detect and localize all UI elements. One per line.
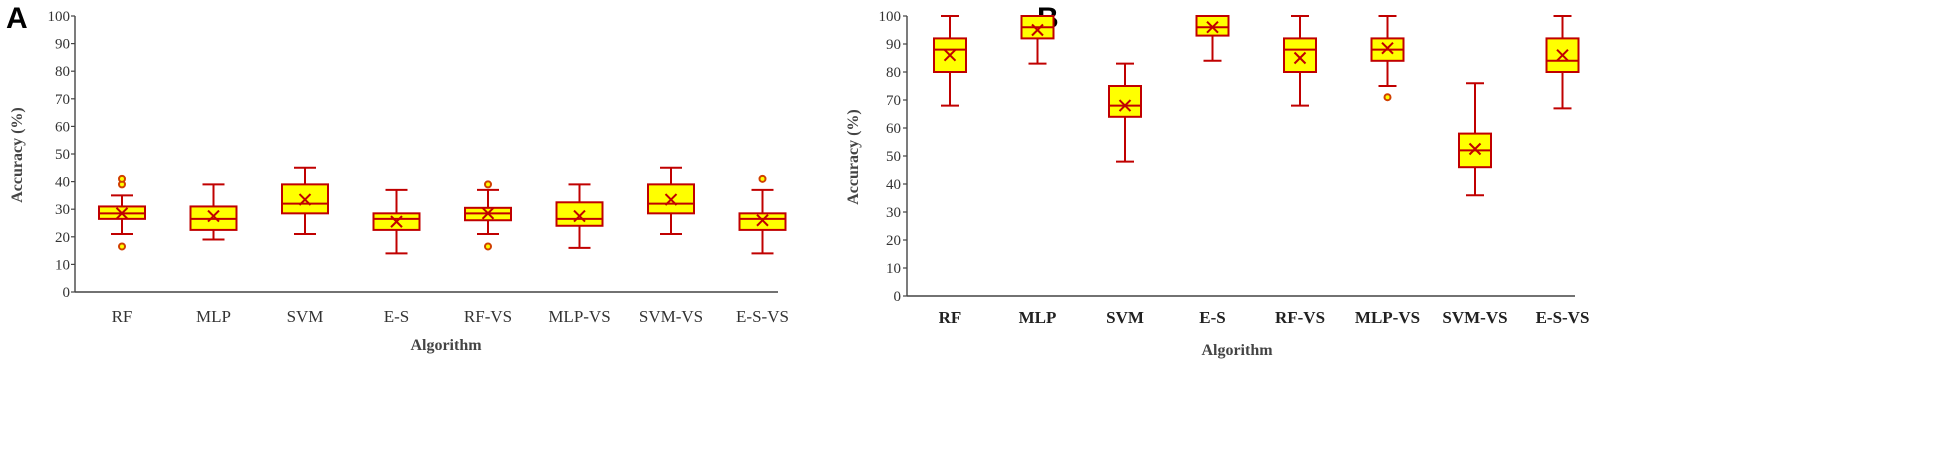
mean-marker [1381, 41, 1394, 55]
category-label-mlp: MLP [196, 307, 231, 326]
category-label-e-s-vs: E-S-VS [736, 307, 789, 326]
box-b-e-s-vs [1545, 15, 1580, 110]
box-b-mlp [1020, 15, 1055, 65]
box-b-e-s [1195, 15, 1230, 62]
y-tick-label: 70 [55, 92, 70, 108]
y-tick-label: 50 [55, 147, 70, 163]
iqr-box [281, 183, 329, 215]
mean-marker [298, 193, 312, 206]
mean-marker [481, 207, 495, 220]
y-tick-label: 0 [63, 285, 71, 301]
outlier-point [758, 174, 767, 183]
y-tick-label: 70 [886, 93, 901, 109]
category-label-rf: RF [112, 307, 133, 326]
iqr-box [1108, 85, 1142, 118]
mean-marker [390, 215, 403, 228]
y-tick-label: 40 [886, 177, 901, 193]
mean-marker [1031, 23, 1044, 37]
y-tick-label: 0 [894, 289, 902, 305]
y-tick-label: 90 [55, 37, 70, 53]
y-tick-label: 20 [886, 233, 901, 249]
x-axis-label: Algorithm [410, 337, 482, 354]
iqr-box [1283, 37, 1317, 73]
y-tick-label: 100 [879, 9, 902, 25]
category-label-rf-vs: RF-VS [1275, 308, 1325, 327]
y-tick-label: 30 [886, 205, 901, 221]
y-axis-label: Accuracy (%) [845, 109, 862, 205]
outlier-point [484, 242, 492, 251]
y-tick-label: 40 [55, 175, 70, 191]
mean-marker [207, 209, 220, 223]
category-label-e-s: E-S [1199, 308, 1225, 327]
y-tick-label: 50 [886, 149, 901, 165]
mean-marker [1206, 20, 1219, 34]
y-tick-label: 10 [55, 257, 70, 273]
mean-marker [1118, 99, 1132, 112]
mean-marker [664, 193, 678, 206]
y-tick-label: 10 [886, 261, 901, 277]
panel-a-letter: A [6, 2, 28, 35]
y-tick-label: 80 [886, 65, 901, 81]
y-tick-label: 30 [55, 202, 70, 218]
outlier-point [118, 242, 126, 251]
outlier-point [118, 174, 126, 183]
x-axis-label: Algorithm [1201, 342, 1273, 359]
y-tick-label: 60 [886, 121, 901, 137]
box-a-e-s-vs [738, 174, 787, 255]
category-label-svm: SVM [1106, 308, 1144, 327]
box-b-rf-vs [1283, 15, 1317, 107]
box-a-rf-vs [464, 180, 512, 251]
iqr-box [555, 201, 604, 227]
y-tick-label: 60 [55, 119, 70, 135]
y-tick-label: 80 [55, 64, 70, 80]
category-label-mlp-vs: MLP-VS [1355, 308, 1420, 327]
y-axis-label: Accuracy (%) [9, 107, 26, 203]
category-label-svm-vs: SVM-VS [1442, 308, 1507, 327]
category-label-svm: SVM [287, 307, 324, 326]
box-b-rf [933, 15, 967, 107]
box-a-rf [98, 174, 146, 251]
box-a-mlp [189, 183, 238, 241]
box-b-mlp-vs [1370, 15, 1405, 102]
y-tick-label: 20 [55, 230, 70, 246]
category-label-mlp-vs: MLP-VS [548, 307, 610, 326]
category-label-svm-vs: SVM-VS [639, 307, 703, 326]
y-tick-label: 100 [48, 9, 71, 25]
box-a-svm [281, 166, 329, 236]
box-b-svm-vs [1458, 82, 1492, 197]
mean-marker [756, 214, 769, 227]
mean-marker [943, 48, 957, 62]
box-a-mlp-vs [555, 183, 604, 249]
panel-a: A 0 10 20 30 40 50 60 70 80 90 100 Accuracy (%) Algo… [6, 2, 789, 354]
category-label-mlp: MLP [1019, 308, 1057, 327]
mean-marker [1556, 48, 1569, 62]
mean-marker [1293, 51, 1307, 65]
category-label-rf: RF [939, 308, 962, 327]
mean-marker [573, 209, 586, 223]
box-a-svm-vs [647, 166, 695, 236]
category-label-rf-vs: RF-VS [464, 307, 512, 326]
box-a-e-s [372, 188, 421, 255]
outlier-point [484, 180, 492, 189]
box-b-svm [1108, 62, 1142, 163]
category-label-e-s: E-S [384, 307, 410, 326]
y-tick-label: 90 [886, 37, 901, 53]
outlier-point [1383, 93, 1392, 102]
mean-marker [1468, 142, 1482, 156]
category-label-e-s-vs: E-S-VS [1536, 308, 1590, 327]
mean-marker [115, 207, 129, 220]
